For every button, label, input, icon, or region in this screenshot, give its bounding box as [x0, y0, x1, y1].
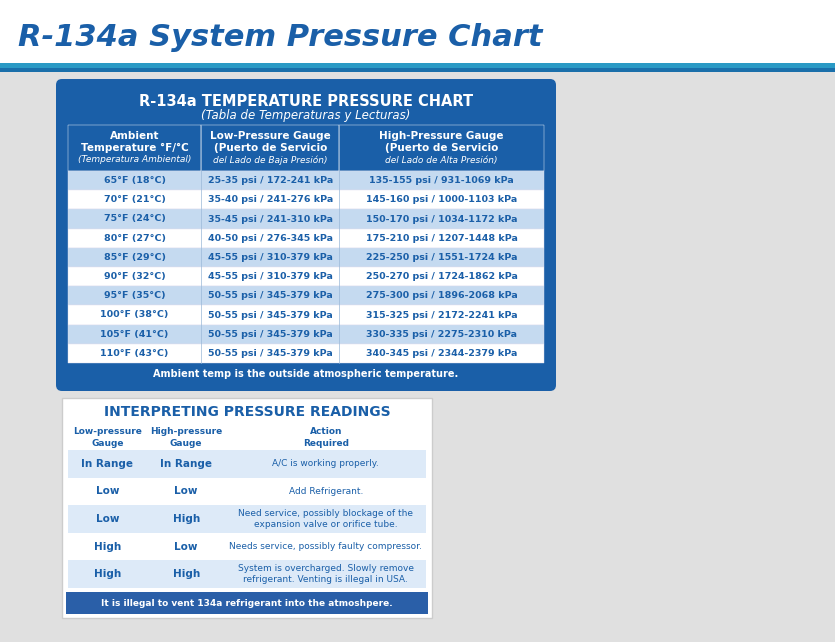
Text: 50-55 psi / 345-379 kPa: 50-55 psi / 345-379 kPa — [208, 330, 332, 339]
Text: Ambient: Ambient — [110, 131, 159, 141]
Text: 225-250 psi / 1551-1724 kPa: 225-250 psi / 1551-1724 kPa — [366, 253, 518, 262]
Text: R-134a System Pressure Chart: R-134a System Pressure Chart — [18, 24, 543, 53]
Text: R-134a TEMPERATURE PRESSURE CHART: R-134a TEMPERATURE PRESSURE CHART — [139, 94, 473, 108]
Bar — [68, 190, 544, 209]
Text: Low: Low — [175, 487, 198, 496]
Text: 70°F (21°C): 70°F (21°C) — [104, 195, 165, 204]
Text: (Tabla de Temperaturas y Lecturas): (Tabla de Temperaturas y Lecturas) — [201, 108, 411, 121]
Text: del Lado de Alta Presión): del Lado de Alta Presión) — [386, 155, 498, 164]
Text: 105°F (41°C): 105°F (41°C) — [100, 330, 169, 339]
Bar — [0, 72, 835, 642]
Text: Gauge: Gauge — [91, 438, 124, 447]
Text: 150-170 psi / 1034-1172 kPa: 150-170 psi / 1034-1172 kPa — [366, 214, 518, 223]
Bar — [68, 248, 544, 267]
Bar — [68, 171, 544, 190]
Text: Required: Required — [303, 438, 349, 447]
Text: Low: Low — [96, 487, 119, 496]
Text: Temperature °F/°C: Temperature °F/°C — [81, 143, 189, 153]
Bar — [68, 125, 544, 363]
Bar — [68, 267, 544, 286]
Text: 250-270 psi / 1724-1862 kPa: 250-270 psi / 1724-1862 kPa — [366, 272, 518, 281]
Text: Low-pressure: Low-pressure — [73, 426, 142, 435]
Text: 330-335 psi / 2275-2310 kPa: 330-335 psi / 2275-2310 kPa — [367, 330, 517, 339]
Bar — [201, 125, 339, 171]
Text: A/C is working properly.: A/C is working properly. — [272, 459, 379, 468]
Bar — [339, 125, 544, 171]
Text: High-pressure: High-pressure — [150, 426, 222, 435]
Text: Low: Low — [96, 514, 119, 524]
Text: Gauge: Gauge — [170, 438, 202, 447]
Text: 35-40 psi / 241-276 kPa: 35-40 psi / 241-276 kPa — [208, 195, 333, 204]
Text: (Puerto de Servicio: (Puerto de Servicio — [214, 143, 327, 153]
Text: Add Refrigerant.: Add Refrigerant. — [289, 487, 363, 496]
Bar — [0, 68, 835, 72]
Bar — [68, 450, 426, 478]
Bar — [68, 478, 426, 505]
Text: 45-55 psi / 310-379 kPa: 45-55 psi / 310-379 kPa — [208, 272, 332, 281]
Text: Ambient temp is the outside atmospheric temperature.: Ambient temp is the outside atmospheric … — [154, 369, 458, 379]
Text: del Lado de Baja Presión): del Lado de Baja Presión) — [213, 155, 327, 165]
Text: High-Pressure Gauge: High-Pressure Gauge — [379, 131, 504, 141]
Bar — [62, 398, 432, 618]
Bar — [68, 325, 544, 344]
Text: 35-45 psi / 241-310 kPa: 35-45 psi / 241-310 kPa — [208, 214, 333, 223]
Text: 80°F (27°C): 80°F (27°C) — [104, 234, 165, 243]
Bar — [68, 229, 544, 248]
Text: Low: Low — [175, 542, 198, 551]
Text: 40-50 psi / 276-345 kPa: 40-50 psi / 276-345 kPa — [208, 234, 333, 243]
Text: 175-210 psi / 1207-1448 kPa: 175-210 psi / 1207-1448 kPa — [366, 234, 518, 243]
Bar — [68, 365, 544, 383]
Text: Needs service, possibly faulty compressor.: Needs service, possibly faulty compresso… — [230, 542, 423, 551]
Bar — [68, 209, 544, 229]
Text: 315-325 psi / 2172-2241 kPa: 315-325 psi / 2172-2241 kPa — [366, 311, 518, 320]
Text: 75°F (24°C): 75°F (24°C) — [104, 214, 165, 223]
Bar — [0, 63, 835, 68]
Text: 110°F (43°C): 110°F (43°C) — [100, 349, 169, 358]
Bar — [68, 286, 544, 306]
Text: Low-Pressure Gauge: Low-Pressure Gauge — [210, 131, 331, 141]
Text: 50-55 psi / 345-379 kPa: 50-55 psi / 345-379 kPa — [208, 311, 332, 320]
Text: 340-345 psi / 2344-2379 kPa: 340-345 psi / 2344-2379 kPa — [366, 349, 518, 358]
Text: 85°F (29°C): 85°F (29°C) — [104, 253, 165, 262]
Text: (Temperatura Ambiental): (Temperatura Ambiental) — [78, 155, 191, 164]
Text: 50-55 psi / 345-379 kPa: 50-55 psi / 345-379 kPa — [208, 291, 332, 300]
Text: (Puerto de Servicio: (Puerto de Servicio — [385, 143, 498, 153]
Bar — [68, 344, 544, 363]
Text: Need service, possibly blockage of the
expansion valve or orifice tube.: Need service, possibly blockage of the e… — [238, 509, 413, 529]
Text: In Range: In Range — [81, 459, 134, 469]
Text: High: High — [94, 542, 121, 551]
Text: High: High — [173, 569, 200, 579]
Text: 135-155 psi / 931-1069 kPa: 135-155 psi / 931-1069 kPa — [369, 176, 514, 185]
Text: 90°F (32°C): 90°F (32°C) — [104, 272, 165, 281]
Text: 275-300 psi / 1896-2068 kPa: 275-300 psi / 1896-2068 kPa — [366, 291, 518, 300]
Text: 100°F (38°C): 100°F (38°C) — [100, 311, 169, 320]
Text: It is illegal to vent 134a refrigerant into the atmoshpere.: It is illegal to vent 134a refrigerant i… — [101, 598, 392, 607]
Text: 65°F (18°C): 65°F (18°C) — [104, 176, 165, 185]
Text: In Range: In Range — [160, 459, 212, 469]
Text: INTERPRETING PRESSURE READINGS: INTERPRETING PRESSURE READINGS — [104, 405, 390, 419]
Text: 50-55 psi / 345-379 kPa: 50-55 psi / 345-379 kPa — [208, 349, 332, 358]
Text: System is overcharged. Slowly remove
refrigerant. Venting is illegal in USA.: System is overcharged. Slowly remove ref… — [238, 564, 414, 584]
Text: High: High — [173, 514, 200, 524]
Bar — [66, 592, 428, 614]
Text: High: High — [94, 569, 121, 579]
Text: 95°F (35°C): 95°F (35°C) — [104, 291, 165, 300]
Bar — [68, 125, 201, 171]
Text: 145-160 psi / 1000-1103 kPa: 145-160 psi / 1000-1103 kPa — [366, 195, 518, 204]
Bar — [68, 560, 426, 588]
Text: 25-35 psi / 172-241 kPa: 25-35 psi / 172-241 kPa — [208, 176, 333, 185]
Text: 45-55 psi / 310-379 kPa: 45-55 psi / 310-379 kPa — [208, 253, 332, 262]
Text: Action: Action — [310, 426, 342, 435]
Bar — [68, 533, 426, 560]
FancyBboxPatch shape — [56, 79, 556, 391]
Bar — [68, 505, 426, 533]
Bar — [68, 306, 544, 325]
